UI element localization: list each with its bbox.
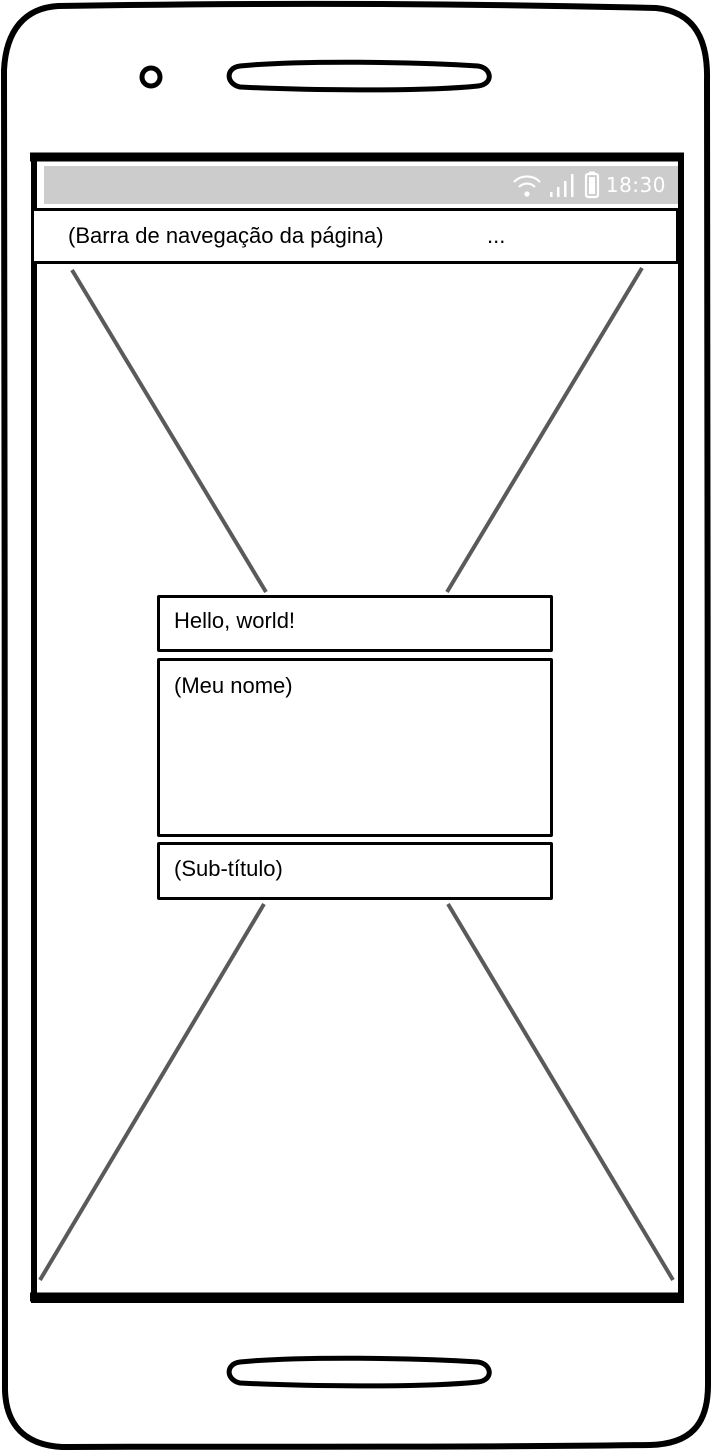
subtitle-text-box: (Sub-título) (157, 842, 553, 900)
signal-icon (549, 174, 574, 197)
status-time: 18:30 (605, 173, 666, 197)
battery-icon (584, 171, 599, 199)
name-text-box: (Meu nome) (157, 658, 553, 837)
name-text: (Meu nome) (174, 673, 293, 698)
image-placeholder-cross (38, 266, 675, 1282)
placeholder-line-top-left (70, 268, 268, 594)
speaker-slot (226, 59, 492, 93)
home-button-slot[interactable] (226, 1355, 492, 1389)
placeholder-line-bottom-left (38, 902, 266, 1282)
camera-icon (139, 65, 163, 89)
wifi-icon (513, 175, 541, 197)
status-bar: 18:30 (44, 166, 678, 204)
status-icons: 18:30 (512, 170, 666, 200)
placeholder-line-bottom-right (446, 902, 675, 1282)
greeting-text: Hello, world! (174, 608, 296, 633)
greeting-text-box: Hello, world! (157, 595, 553, 652)
placeholder-line-top-right (445, 266, 644, 594)
nav-bar-title: (Barra de navegação da página) (68, 223, 384, 248)
page-navigation-bar[interactable]: (Barra de navegação da página) ... (31, 208, 679, 264)
subtitle-text: (Sub-título) (174, 856, 283, 881)
nav-more-menu[interactable]: ... (487, 223, 506, 248)
